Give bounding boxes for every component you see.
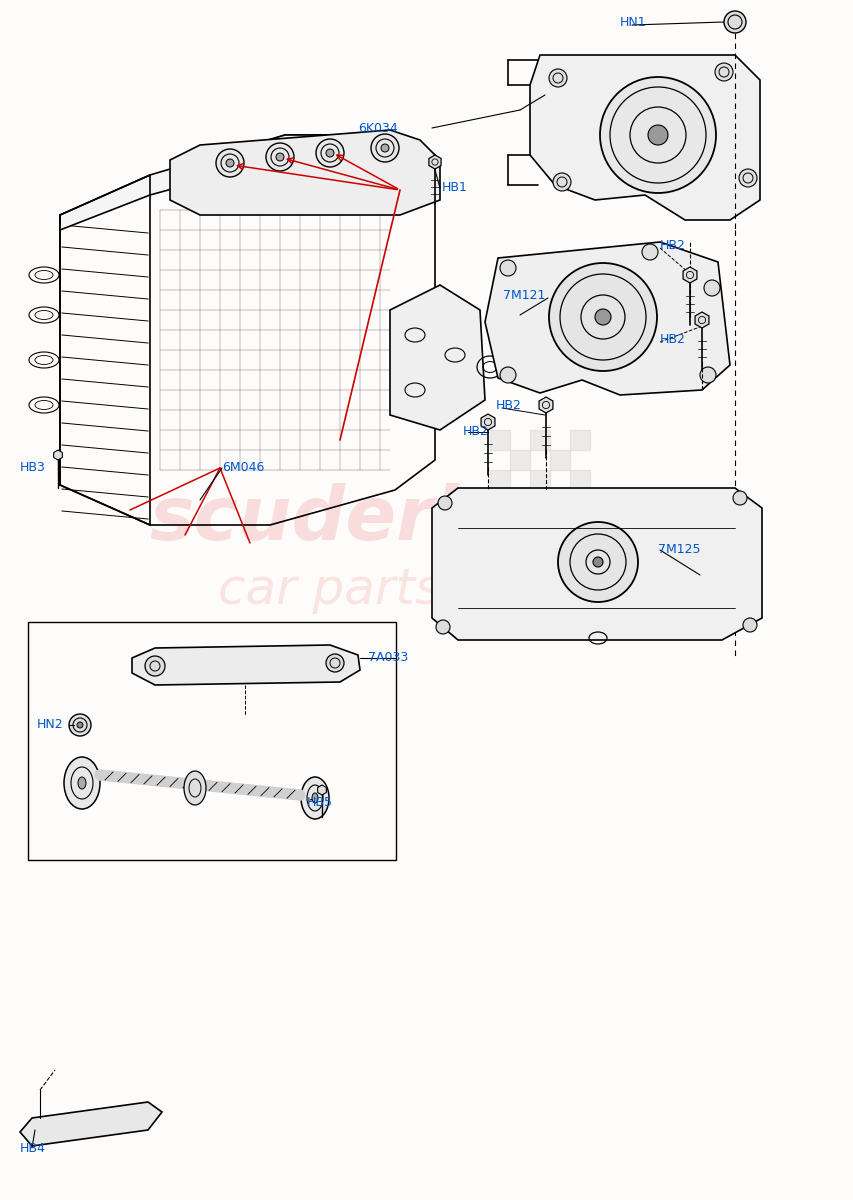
Text: HN2: HN2 xyxy=(37,719,64,732)
Polygon shape xyxy=(428,155,440,169)
Circle shape xyxy=(557,522,637,602)
Bar xyxy=(569,470,589,490)
Bar xyxy=(28,622,396,860)
Bar xyxy=(490,430,509,450)
Bar xyxy=(530,430,549,450)
Circle shape xyxy=(703,280,719,296)
Bar xyxy=(549,450,569,470)
Text: HN1: HN1 xyxy=(619,16,646,29)
Text: 6M046: 6M046 xyxy=(222,462,264,474)
Bar xyxy=(509,450,530,470)
Circle shape xyxy=(553,173,571,191)
Circle shape xyxy=(438,496,451,510)
Circle shape xyxy=(69,714,91,736)
Text: HB2: HB2 xyxy=(496,400,521,413)
Bar xyxy=(509,490,530,510)
Circle shape xyxy=(276,152,284,161)
Circle shape xyxy=(548,263,656,371)
Bar xyxy=(490,470,509,490)
Text: HB2: HB2 xyxy=(659,334,685,347)
Text: HB3: HB3 xyxy=(20,462,46,474)
Polygon shape xyxy=(390,284,485,430)
Text: scuderia: scuderia xyxy=(149,484,509,557)
Polygon shape xyxy=(60,134,434,230)
Bar xyxy=(569,430,589,450)
Polygon shape xyxy=(682,266,696,283)
Polygon shape xyxy=(54,450,62,460)
Text: 7M125: 7M125 xyxy=(657,544,699,557)
Ellipse shape xyxy=(78,778,86,790)
Circle shape xyxy=(699,367,715,383)
Circle shape xyxy=(216,149,244,176)
Text: HB2: HB2 xyxy=(462,426,488,438)
Circle shape xyxy=(592,557,602,566)
Circle shape xyxy=(499,367,515,383)
Circle shape xyxy=(723,11,746,32)
Text: 7M121: 7M121 xyxy=(502,289,545,302)
Polygon shape xyxy=(20,1102,162,1146)
Circle shape xyxy=(370,134,398,162)
Polygon shape xyxy=(694,312,708,328)
Polygon shape xyxy=(317,785,326,794)
Polygon shape xyxy=(170,130,439,215)
Text: 7A033: 7A033 xyxy=(368,652,408,665)
Circle shape xyxy=(326,654,344,672)
Bar xyxy=(549,490,569,510)
Circle shape xyxy=(738,169,756,187)
Circle shape xyxy=(380,144,389,152)
Ellipse shape xyxy=(311,793,317,803)
Polygon shape xyxy=(432,488,761,640)
Circle shape xyxy=(326,149,334,157)
Polygon shape xyxy=(530,55,759,220)
Polygon shape xyxy=(538,397,552,413)
Circle shape xyxy=(714,62,732,80)
Circle shape xyxy=(595,308,610,325)
Circle shape xyxy=(145,656,165,676)
Ellipse shape xyxy=(300,778,328,818)
Circle shape xyxy=(77,722,83,728)
Bar xyxy=(530,470,549,490)
Ellipse shape xyxy=(64,757,100,809)
Circle shape xyxy=(732,491,746,505)
Circle shape xyxy=(742,618,756,632)
Text: HB5: HB5 xyxy=(306,797,333,810)
Circle shape xyxy=(226,158,234,167)
Circle shape xyxy=(548,68,566,86)
Text: HB4: HB4 xyxy=(20,1141,46,1154)
Text: 6K034: 6K034 xyxy=(357,121,397,134)
Polygon shape xyxy=(485,242,729,395)
Circle shape xyxy=(499,260,515,276)
Polygon shape xyxy=(480,414,495,430)
Text: car parts: car parts xyxy=(218,566,441,614)
Text: HB2: HB2 xyxy=(659,240,685,252)
Circle shape xyxy=(316,139,344,167)
Circle shape xyxy=(600,77,715,193)
Circle shape xyxy=(265,143,293,170)
Polygon shape xyxy=(132,644,360,685)
Circle shape xyxy=(647,125,667,145)
Text: HB1: HB1 xyxy=(442,181,467,194)
Ellipse shape xyxy=(183,770,206,805)
Circle shape xyxy=(436,620,450,634)
Circle shape xyxy=(641,244,657,260)
